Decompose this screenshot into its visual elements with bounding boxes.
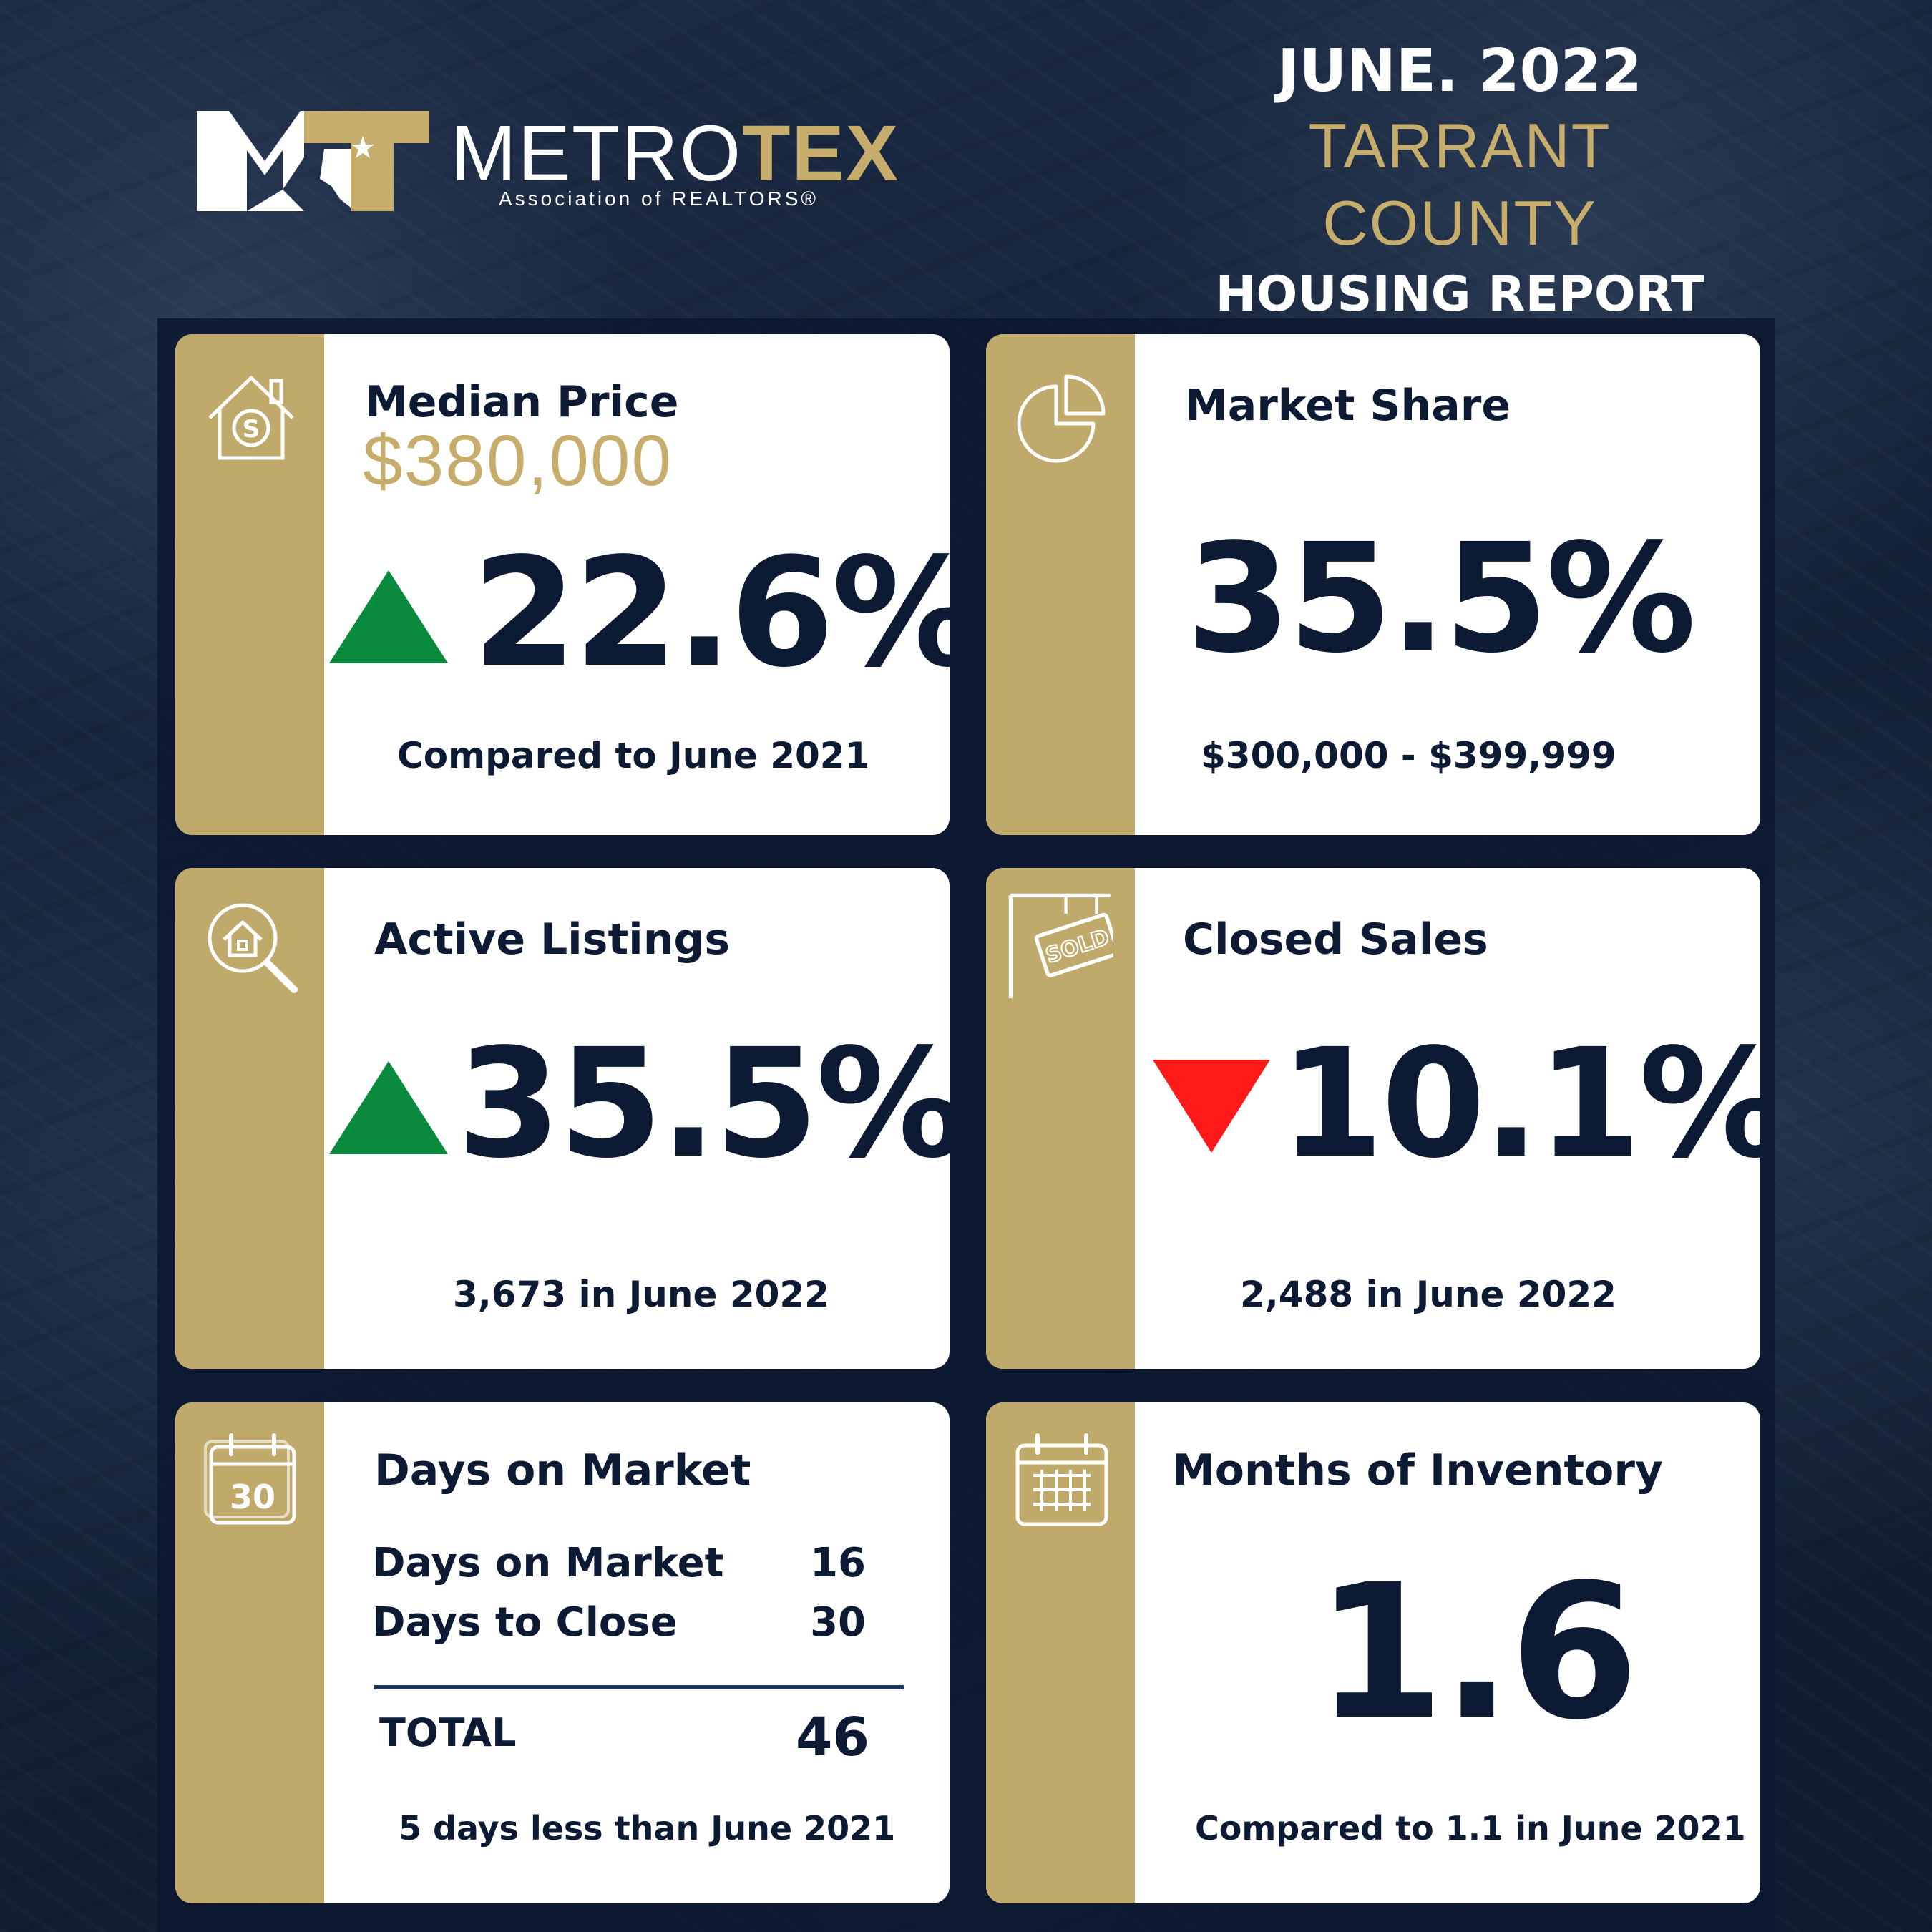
card-title: Closed Sales (1183, 914, 1488, 965)
closed-sales-change: 10.1% (1279, 1016, 1760, 1191)
months-inventory-value: 1.6 (1315, 1545, 1639, 1761)
days-on-market-caption: 5 days less than June 2021 (399, 1809, 896, 1848)
calendar-30-icon: 30 (204, 1433, 296, 1525)
card-title: Market Share (1185, 381, 1511, 431)
days-to-close-row-value: 30 (810, 1599, 866, 1646)
total-divider (374, 1685, 904, 1689)
card-title: Active Listings (374, 914, 731, 965)
report-heading: JUNE. 2022 TARRANT COUNTY HOUSING REPORT (1174, 36, 1746, 328)
total-label: TOTAL (379, 1710, 517, 1755)
logo-subtitle: Association of REALTORS® (499, 187, 819, 210)
calendar-grid-icon (1015, 1433, 1108, 1526)
trend-up-arrow-icon (329, 1061, 448, 1154)
logo-wordmark: METROTEX (451, 114, 899, 193)
house-dollar-icon: S (208, 376, 294, 460)
active-listings-card: Active Listings 35.5% 3,673 in June 2022 (175, 868, 950, 1369)
sold-sign-icon: SOLD (1008, 893, 1113, 998)
card-strip (986, 1402, 1135, 1903)
report-county: TARRANT COUNTY (1308, 110, 1611, 258)
card-strip (986, 334, 1135, 835)
closed-sales-card: SOLD Closed Sales 10.1% 2,488 in June 20… (986, 868, 1760, 1369)
logo-word-metro: METRO (451, 109, 743, 197)
total-value: 46 (796, 1707, 869, 1768)
card-strip (175, 334, 324, 835)
days-on-market-row-label: Days on Market (372, 1540, 724, 1586)
market-share-value: 35.5% (1186, 511, 1697, 686)
metrotex-logo: METROTEX Association of REALTORS® (197, 107, 912, 215)
house-search-icon (208, 903, 298, 993)
median-price-value: $380,000 (363, 421, 673, 501)
median-price-change: 22.6% (472, 525, 950, 701)
logo-word-tex: TEX (742, 109, 900, 197)
days-on-market-row-value: 16 (810, 1540, 866, 1586)
active-listings-caption: 3,673 in June 2022 (453, 1274, 829, 1315)
market-share-caption: $300,000 - $399,999 (1201, 735, 1616, 776)
median-price-caption: Compared to June 2021 (397, 735, 870, 776)
days-on-market-card: 30 Days on Market Days on Market 16 Days… (175, 1402, 950, 1903)
mt-logo-mark-icon (197, 111, 429, 211)
card-title: Median Price (365, 377, 679, 427)
report-date: JUNE. 2022 (1277, 37, 1642, 105)
days-to-close-row-label: Days to Close (372, 1599, 678, 1646)
months-inventory-caption: Compared to 1.1 in June 2021 (1195, 1809, 1746, 1848)
card-title: Months of Inventory (1172, 1445, 1664, 1496)
closed-sales-caption: 2,488 in June 2022 (1240, 1274, 1616, 1315)
calendar-icon-text: 30 (230, 1478, 275, 1516)
card-strip (175, 868, 324, 1369)
trend-down-arrow-icon (1153, 1060, 1270, 1153)
svg-text:S: S (243, 415, 260, 444)
active-listings-change: 35.5% (457, 1016, 950, 1191)
trend-up-arrow-icon (329, 570, 448, 663)
card-title: Days on Market (374, 1445, 751, 1496)
months-inventory-card: Months of Inventory 1.6 Compared to 1.1 … (986, 1402, 1760, 1903)
card-strip (175, 1402, 324, 1903)
pie-chart-icon (1017, 374, 1106, 463)
median-price-card: S Median Price $380,000 22.6% Compared t… (175, 334, 950, 835)
market-share-card: Market Share 35.5% $300,000 - $399,999 (986, 334, 1760, 835)
report-title: HOUSING REPORT (1215, 266, 1704, 323)
